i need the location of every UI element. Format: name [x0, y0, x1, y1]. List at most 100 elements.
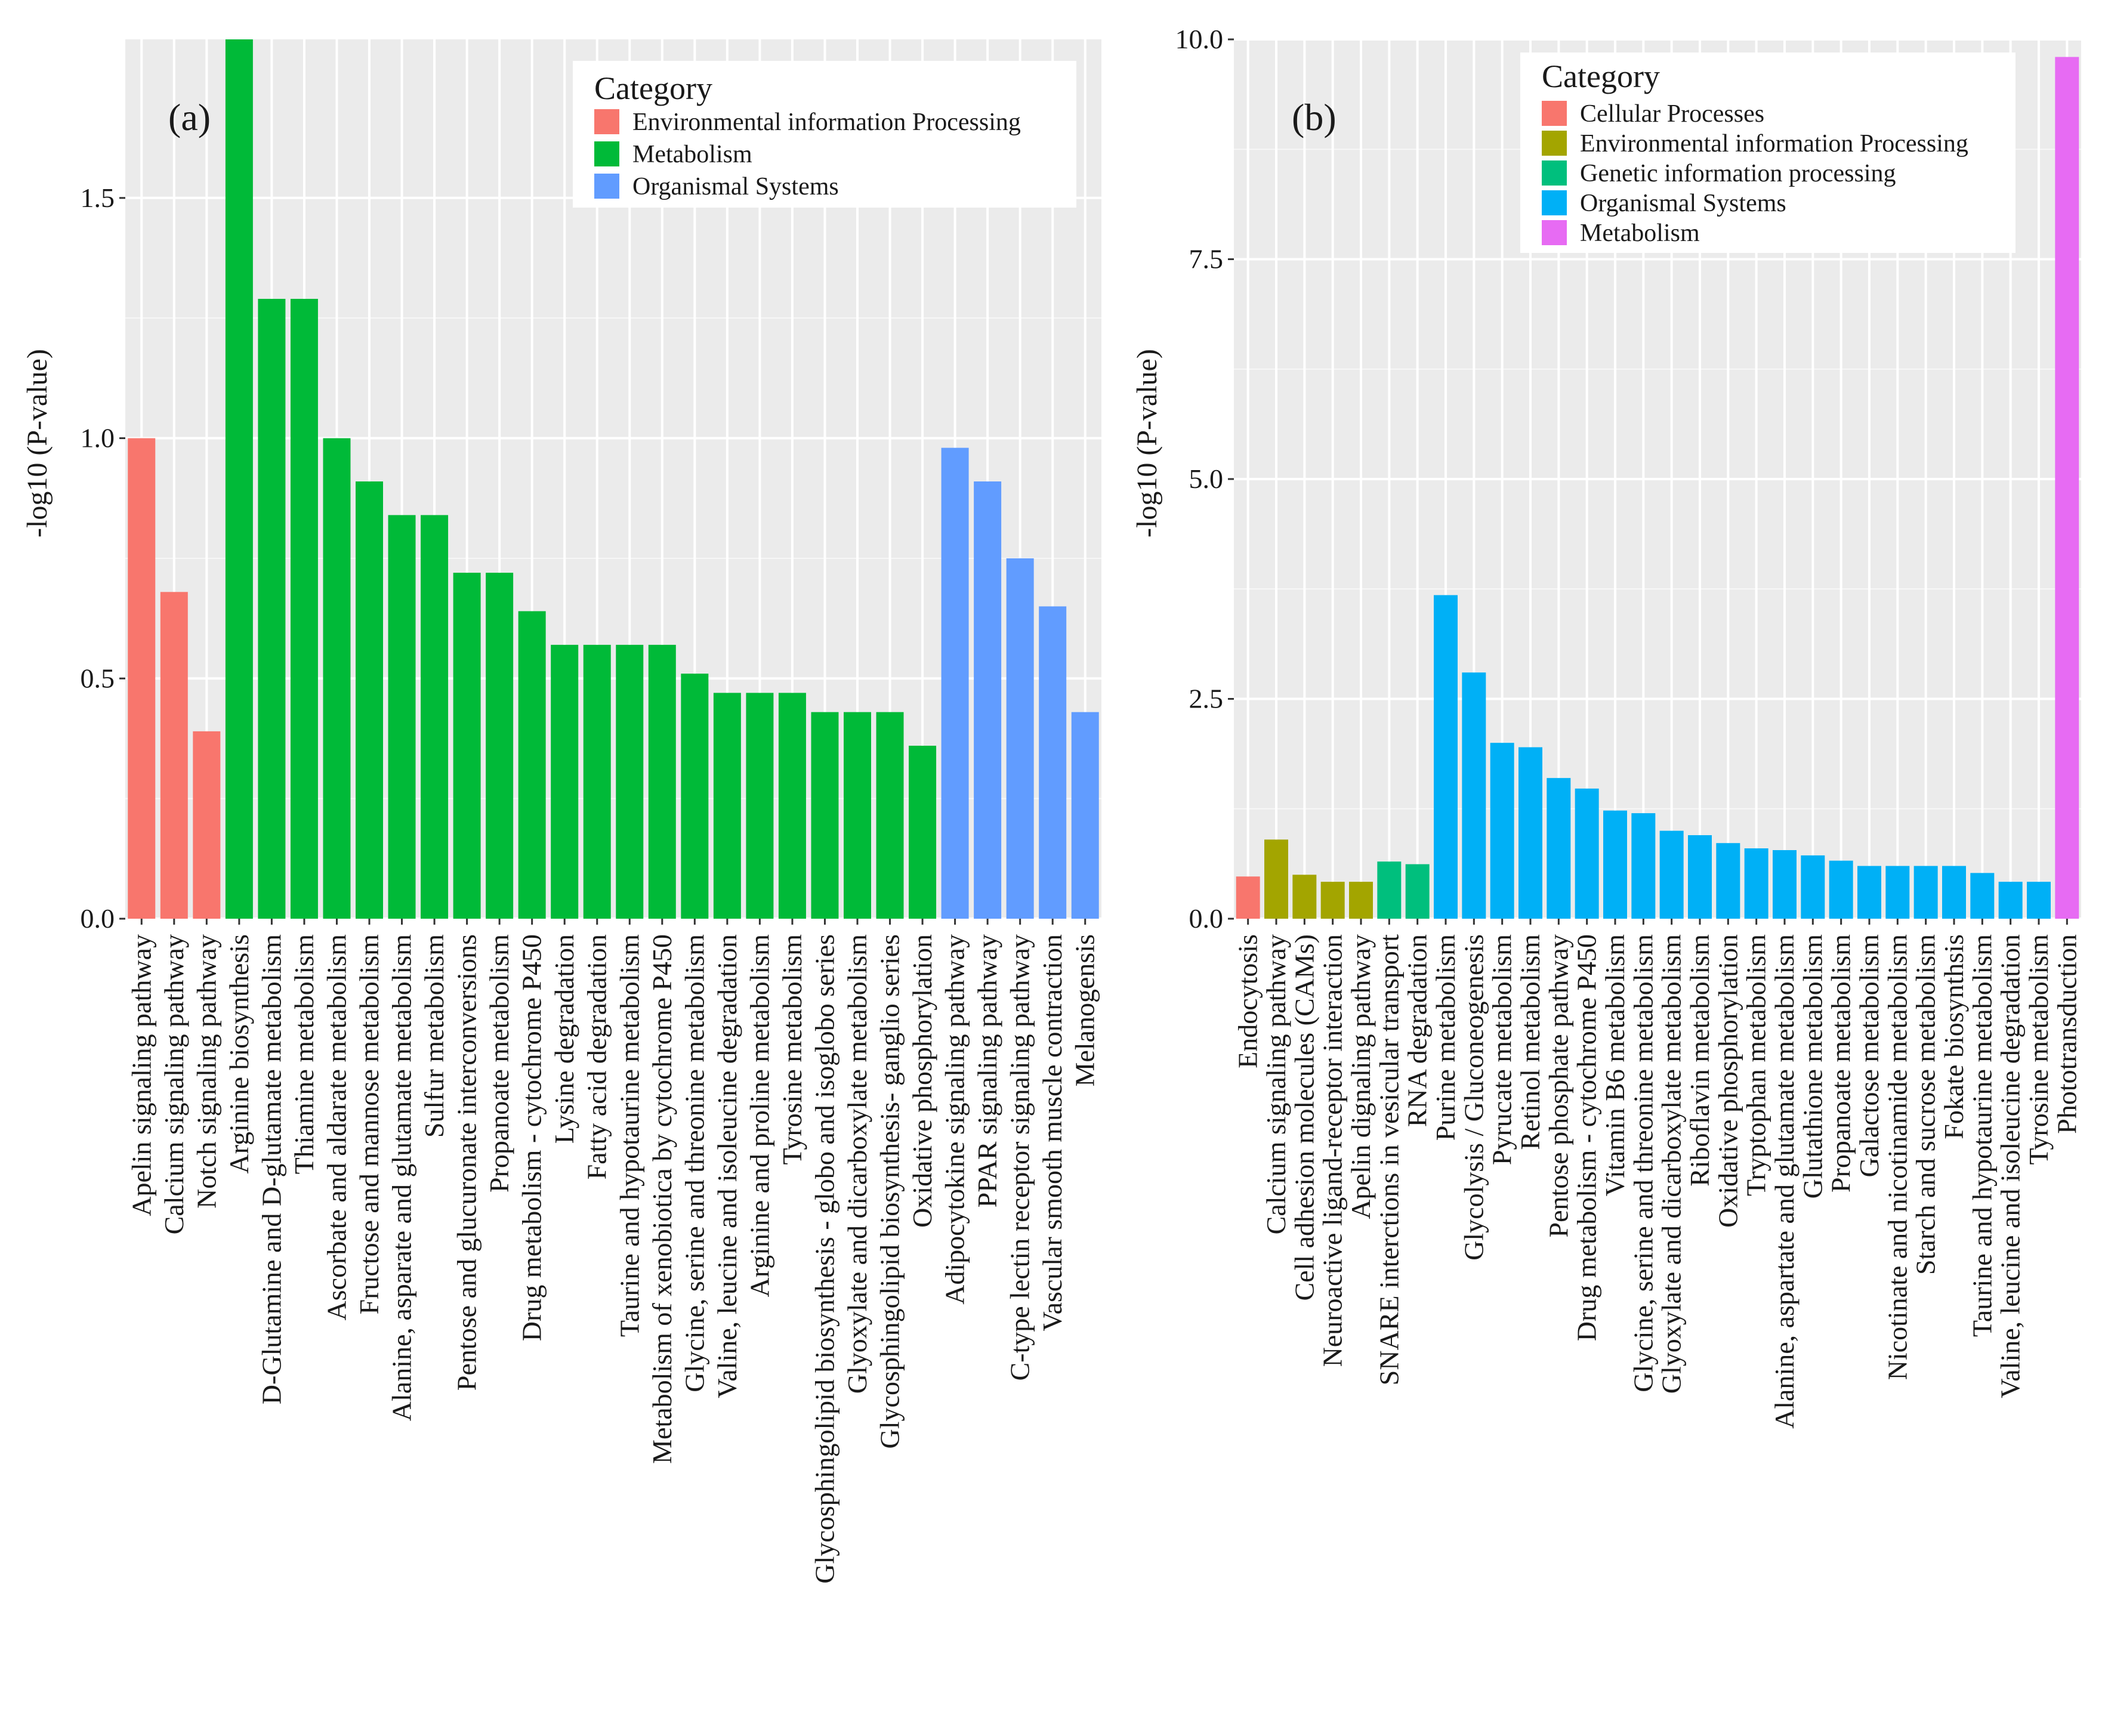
bar-16 [1659, 830, 1684, 919]
bar-30 [2055, 57, 2079, 919]
bar-7 [1405, 864, 1430, 919]
x-category-label: Metabolism of xenobiotica by cytochrome … [647, 934, 677, 1464]
x-category-label: Nicotinate and nicotinamide metabolism [1882, 934, 1912, 1380]
bar-28 [1006, 558, 1034, 919]
y-tick-label: 10.0 [1175, 24, 1224, 54]
x-category-label: C-type lectin receptor signaling pathway [1005, 934, 1035, 1381]
bar-11 [453, 573, 481, 919]
x-category-label: Arginine biosynthesis [224, 934, 254, 1174]
bar-4 [225, 39, 253, 919]
bar-30 [1071, 712, 1099, 919]
legend-label: Genetic information processing [1580, 160, 1896, 187]
chart-panel-a: 0.0 0.5 1.0 1.5 Apelin signaling pathway Calc… [21, 39, 1101, 1584]
x-category-label: Adipocytokine signaling pathway [940, 934, 970, 1305]
x-category-label: Ascorbate and aldarate metabolism [321, 934, 351, 1321]
bar-13 [1575, 788, 1599, 919]
x-category-label: Glyoxylate and dicarboxylate metabolism [842, 934, 872, 1394]
legend-swatch [594, 141, 619, 166]
bar-3 [1292, 875, 1317, 919]
bar-12 [1547, 778, 1571, 919]
x-category-label: Calcium signaling pathway [1261, 934, 1291, 1234]
x-category-label: Taurine and hypotaurine metabolism [614, 934, 644, 1337]
bar-15 [583, 644, 611, 919]
legend-label: Metabolism [1580, 220, 1700, 247]
x-category-label: Drug metabolism - cytochrome P450 [1572, 934, 1602, 1341]
x-category-label: Calcium signaling pathway [159, 934, 189, 1234]
bar-17 [1688, 835, 1712, 919]
bar-6 [290, 298, 318, 919]
bar-18 [681, 674, 709, 919]
bar-17 [648, 644, 676, 919]
x-category-label: Pentose and glucuronate interconversions [452, 934, 482, 1391]
y-tick-label: 0.0 [81, 903, 115, 934]
bar-25 [1913, 866, 1938, 919]
x-category-label: Fatty acid degradation [582, 934, 612, 1179]
x-category-label: Vitamin B6 metabolism [1600, 934, 1630, 1197]
x-category-label: Alanine, asparate and glutamate metaboli… [387, 934, 417, 1421]
bar-8 [356, 481, 383, 919]
bar-13 [518, 611, 546, 919]
bar-10 [421, 515, 449, 919]
panel-label: (b) [1292, 96, 1337, 138]
bar-9 [1462, 672, 1486, 919]
legend-b: Category Cellular ProcessesEnvironmental … [1520, 52, 2016, 253]
x-category-label: Glyoxylate and dicarboxylate metabolism [1656, 934, 1687, 1394]
x-category-label: Pentose phosphate pathway [1543, 934, 1573, 1237]
bar-4 [1320, 882, 1345, 919]
legend-swatch [594, 174, 619, 199]
legend-box [573, 61, 1076, 208]
x-category-label: Thiamine metabolism [289, 934, 319, 1175]
bar-26 [1942, 866, 1966, 919]
bar-27 [1970, 873, 1995, 919]
bar-23 [1857, 866, 1881, 919]
bar-11 [1518, 747, 1542, 919]
bar-23 [844, 712, 871, 919]
bar-8 [1434, 595, 1458, 919]
x-category-label: Lysine degradation [549, 934, 579, 1144]
bar-1 [1236, 876, 1260, 919]
bar-20 [746, 693, 774, 919]
legend-swatch [1542, 190, 1567, 215]
y-tick-label: 0.0 [1189, 903, 1224, 934]
x-category-label: Starch and sucrose metabolism [1910, 934, 1941, 1275]
x-category-label: Apelin signaling pathway [126, 934, 156, 1216]
bar-22 [1829, 860, 1853, 919]
x-category-label: Galactose metabolism [1854, 934, 1884, 1178]
x-category-label: Retinol metabolism [1515, 934, 1545, 1150]
x-category-label: Glutathione metabolism [1797, 934, 1828, 1199]
bar-14 [551, 644, 579, 919]
y-tick-label: 1.0 [81, 423, 115, 453]
bar-27 [974, 481, 1002, 919]
x-category-label: Propanoate metabolism [1826, 934, 1856, 1193]
x-category-label: Fokate biosynthsis [1939, 934, 1969, 1139]
bar-16 [616, 644, 644, 919]
bar-15 [1631, 813, 1656, 919]
x-category-label: D-Glutamine and D-glutamate metabolism [256, 934, 286, 1404]
bar-20 [1773, 850, 1797, 919]
y-tick-label: 7.5 [1189, 244, 1224, 274]
legend-label: Cellular Processes [1580, 100, 1764, 128]
y-tick-label: 5.0 [1189, 464, 1224, 494]
y-axis-title: -log10 (P-value) [21, 349, 53, 538]
legend-label: Organismal Systems [632, 173, 839, 200]
legend-swatch [594, 109, 619, 134]
x-category-label: Riboflavin metabolism [1684, 934, 1715, 1187]
legend-swatch [1542, 160, 1567, 186]
x-category-label: Tyrosine metabolism [2023, 934, 2054, 1165]
bar-18 [1716, 843, 1740, 919]
bar-6 [1377, 861, 1402, 919]
bar-19 [713, 693, 741, 919]
x-category-label: Oxidative phosphorylation [907, 934, 937, 1228]
y-tick-label: 1.5 [81, 183, 115, 213]
x-category-label: Alanine, aspartate and glutamate metabol… [1769, 934, 1800, 1429]
x-category-label: Taurine and hypotaurine metabolism [1967, 934, 1997, 1337]
legend-box [1520, 52, 2016, 253]
x-category-label: Propanoate metabolism [484, 934, 514, 1193]
x-category-label: Phototransduction [2051, 934, 2082, 1134]
y-axis-title: -log10 (P-value) [1131, 349, 1163, 538]
x-category-label: PPAR signaling pathway [972, 934, 1002, 1207]
bar-21 [778, 693, 806, 919]
x-category-label: Fructose and mannose metabolism [354, 934, 384, 1315]
